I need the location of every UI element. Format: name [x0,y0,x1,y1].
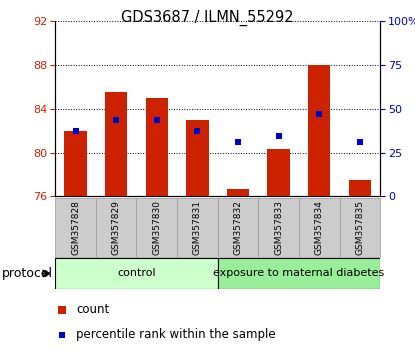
Bar [339,198,380,257]
Bar [55,198,96,257]
Bar [55,258,217,289]
Bar [137,198,177,257]
Text: exposure to maternal diabetes: exposure to maternal diabetes [213,268,385,279]
Bar [105,92,127,196]
Bar [217,258,380,289]
Text: percentile rank within the sample: percentile rank within the sample [76,328,276,341]
Bar [96,198,137,257]
Bar [227,189,249,196]
Text: GSM357835: GSM357835 [355,200,364,255]
Text: GSM357834: GSM357834 [315,200,324,255]
Text: GSM357831: GSM357831 [193,200,202,255]
Bar [146,98,168,196]
Bar [186,120,208,196]
Text: control: control [117,268,156,279]
Bar [64,131,87,196]
Bar [349,180,371,196]
Text: GSM357832: GSM357832 [234,200,242,255]
Text: count: count [76,303,110,316]
Bar [177,198,217,257]
Bar [258,198,299,257]
Bar [308,65,330,196]
Bar [217,198,258,257]
Text: GSM357833: GSM357833 [274,200,283,255]
Text: GSM357830: GSM357830 [152,200,161,255]
Bar [299,198,339,257]
Text: GDS3687 / ILMN_55292: GDS3687 / ILMN_55292 [121,10,294,26]
Bar [267,149,290,196]
Text: GSM357828: GSM357828 [71,200,80,255]
Text: protocol: protocol [2,267,53,280]
Text: GSM357829: GSM357829 [112,200,121,255]
